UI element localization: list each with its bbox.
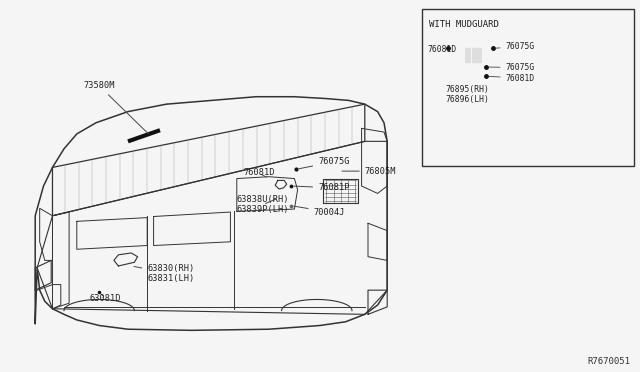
- Text: 70004J: 70004J: [294, 206, 345, 217]
- Text: 63081D: 63081D: [90, 294, 121, 303]
- Text: 76075G: 76075G: [299, 157, 349, 169]
- Bar: [422, 9, 634, 166]
- Text: 76081D: 76081D: [489, 74, 535, 83]
- Text: WITH MUDGUARD: WITH MUDGUARD: [429, 20, 499, 29]
- Text: 76805M: 76805M: [342, 167, 396, 176]
- Text: 63830(RH)
63831(LH): 63830(RH) 63831(LH): [134, 264, 195, 283]
- Text: 76075G: 76075G: [495, 42, 535, 51]
- Text: 76081D: 76081D: [243, 169, 275, 177]
- Text: 76081D: 76081D: [428, 45, 457, 54]
- Text: 76081P: 76081P: [294, 183, 349, 192]
- Text: 73580M: 73580M: [83, 81, 148, 134]
- Text: 63838U(RH)
63839P(LH): 63838U(RH) 63839P(LH): [237, 195, 289, 214]
- Text: R7670051: R7670051: [588, 357, 630, 366]
- Text: 76075G: 76075G: [489, 63, 535, 72]
- Text: 76895(RH)
76896(LH): 76895(RH) 76896(LH): [445, 85, 489, 104]
